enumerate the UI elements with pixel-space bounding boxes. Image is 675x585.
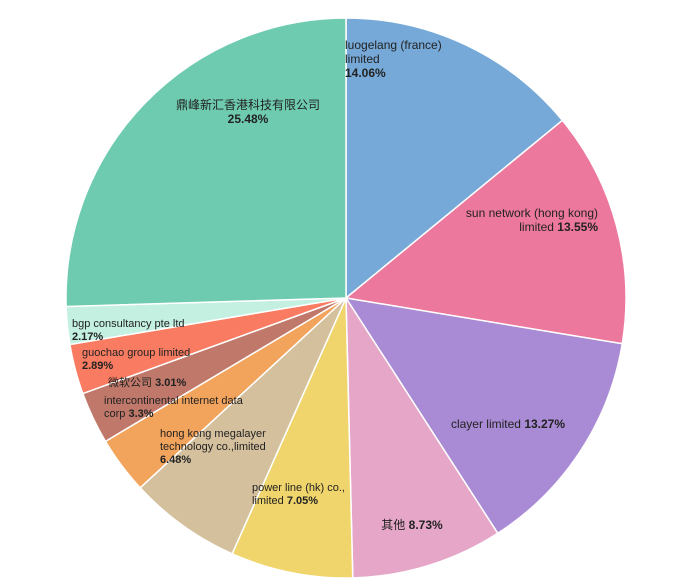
slice-label: hong kong megalayer technology co.,limit… xyxy=(160,428,290,467)
pie-slice[interactable] xyxy=(344,296,624,535)
pie-slice[interactable] xyxy=(344,119,627,345)
slice-label: clayer limited 13.27% xyxy=(438,417,578,431)
slice-label-percent: 3.01% xyxy=(155,377,187,389)
slice-label: power line (hk) co., limited 7.05% xyxy=(252,482,362,508)
slice-label: 鼎峰新汇香港科技有限公司 25.48% xyxy=(148,98,348,126)
slice-label: bgp consultancy pte ltd 2.17% xyxy=(72,318,202,344)
slice-label-name: 鼎峰新汇香港科技有限公司 xyxy=(175,98,320,112)
slice-label-name: clayer limited xyxy=(450,417,521,431)
slice-label: guochao group limited 2.89% xyxy=(82,347,192,373)
slice-label-name: bgp consultancy pte ltd xyxy=(72,318,185,330)
slice-label: intercontinental internet data corp 3.3% xyxy=(104,395,264,421)
pie-slice[interactable] xyxy=(139,297,347,555)
slice-label-percent: 8.73% xyxy=(408,518,443,532)
pie-slice[interactable] xyxy=(345,295,499,579)
pie-slice[interactable] xyxy=(65,17,347,308)
slice-label-name: guochao group limited xyxy=(82,347,191,359)
slice-label-name: 微软公司 xyxy=(108,377,152,389)
slice-label-name: 其他 xyxy=(381,518,406,532)
slice-label-percent: 13.27% xyxy=(524,417,566,431)
pie-slice[interactable] xyxy=(345,17,564,300)
slice-label-name: power line (hk) co., limited xyxy=(252,482,345,507)
slice-label-percent: 25.48% xyxy=(227,112,269,126)
slice-label-name: luogelang (france) limited xyxy=(345,38,442,66)
pie-slice[interactable] xyxy=(231,297,354,579)
slice-label-percent: 6.48% xyxy=(160,454,192,466)
slice-label-percent: 2.89% xyxy=(82,360,114,372)
slice-label-percent: 13.55% xyxy=(557,220,598,234)
slice-label-name: sun network (hong kong) limited xyxy=(465,206,598,234)
slice-label: luogelang (france) limited 14.06% xyxy=(345,38,455,80)
slice-label-percent: 2.17% xyxy=(72,331,104,343)
slice-label-name: intercontinental internet data corp xyxy=(104,395,243,420)
slice-label: 其他 8.73% xyxy=(367,518,457,532)
slice-label: sun network (hong kong) limited 13.55% xyxy=(458,206,598,234)
slice-label-percent: 14.06% xyxy=(345,66,386,80)
slice-label-name: hong kong megalayer technology co.,limit… xyxy=(160,428,266,453)
slice-label-percent: 3.3% xyxy=(128,408,154,420)
slice-label-percent: 7.05% xyxy=(286,495,319,507)
slice-label: 微软公司 3.01% xyxy=(108,377,208,390)
